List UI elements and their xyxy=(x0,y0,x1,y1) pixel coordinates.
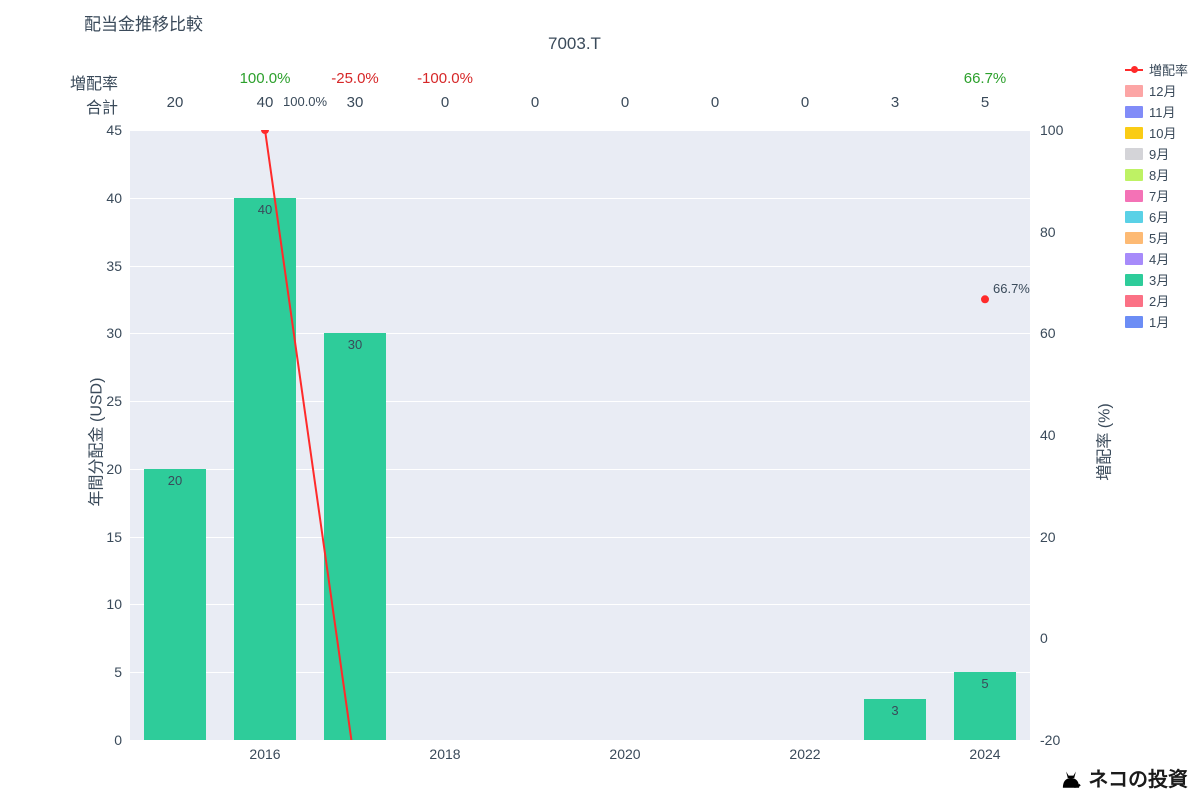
header-total-value: 0 xyxy=(801,94,809,111)
x-tick: 2022 xyxy=(789,746,820,762)
header-total-value: 0 xyxy=(711,94,719,111)
legend-item-month[interactable]: 10月 xyxy=(1125,123,1188,142)
legend-label: 9月 xyxy=(1149,144,1169,163)
header-rate-value: -25.0% xyxy=(331,70,379,87)
y1-tick: 25 xyxy=(88,393,122,409)
watermark: ネコの投資 xyxy=(1058,763,1188,792)
legend-label: 5月 xyxy=(1149,228,1169,247)
plot-area[interactable] xyxy=(130,130,1030,740)
header-total-value: 0 xyxy=(621,94,629,111)
header-total-value: 3 xyxy=(891,94,899,111)
legend-swatch-icon xyxy=(1125,169,1143,181)
header-total-value: 0 xyxy=(531,94,539,111)
legend-item-month[interactable]: 3月 xyxy=(1125,270,1188,289)
legend-swatch-line-icon xyxy=(1125,69,1143,71)
x-tick: 2018 xyxy=(429,746,460,762)
legend-label: 1月 xyxy=(1149,312,1169,331)
bar-label: 5 xyxy=(981,676,988,691)
legend-item-rate[interactable]: 増配率 xyxy=(1125,60,1188,79)
legend-item-month[interactable]: 1月 xyxy=(1125,312,1188,331)
y1-tick: 30 xyxy=(88,325,122,341)
y2-tick: 20 xyxy=(1040,529,1056,545)
header-rate-value: 100.0% xyxy=(240,70,291,87)
legend-label: 増配率 xyxy=(1149,60,1188,79)
y1-tick: 0 xyxy=(88,732,122,748)
header-total-label: 合計 xyxy=(58,94,118,118)
rate-point[interactable] xyxy=(351,761,359,769)
legend-label: 3月 xyxy=(1149,270,1169,289)
x-tick: 2020 xyxy=(609,746,640,762)
legend-label: 11月 xyxy=(1149,102,1176,121)
legend-swatch-icon xyxy=(1125,274,1143,286)
legend: 増配率 12月 11月 10月 9月 8月 7月 6月 5月 4月 3月 2月 1月 xyxy=(1125,60,1188,333)
legend-label: 10月 xyxy=(1149,123,1176,142)
legend-item-month[interactable]: 12月 xyxy=(1125,81,1188,100)
inline-rate-2016: 100.0% xyxy=(283,94,327,109)
legend-swatch-icon xyxy=(1125,127,1143,139)
legend-label: 4月 xyxy=(1149,249,1169,268)
y1-tick: 5 xyxy=(88,664,122,680)
chart-subtitle: 7003.T xyxy=(548,34,601,54)
y2-tick: 80 xyxy=(1040,224,1056,240)
y2-tick: 40 xyxy=(1040,427,1056,443)
legend-swatch-icon xyxy=(1125,295,1143,307)
legend-item-month[interactable]: 4月 xyxy=(1125,249,1188,268)
rate-scatter-label: 66.7% xyxy=(993,281,1030,296)
legend-item-month[interactable]: 2月 xyxy=(1125,291,1188,310)
legend-swatch-icon xyxy=(1125,232,1143,244)
legend-item-month[interactable]: 6月 xyxy=(1125,207,1188,226)
bar-label: 20 xyxy=(168,473,182,488)
legend-swatch-icon xyxy=(1125,190,1143,202)
header-total-value: 20 xyxy=(167,94,184,111)
bar-label: 30 xyxy=(348,337,362,352)
legend-swatch-icon xyxy=(1125,253,1143,265)
header-total-value: 40 xyxy=(257,94,274,111)
legend-label: 2月 xyxy=(1149,291,1169,310)
gridline xyxy=(130,130,1030,131)
header-rate-value: -100.0% xyxy=(417,70,473,87)
legend-label: 7月 xyxy=(1149,186,1169,205)
y2-tick: 0 xyxy=(1040,630,1048,646)
y1-tick: 45 xyxy=(88,122,122,138)
bar-label: 3 xyxy=(891,703,898,718)
legend-item-month[interactable]: 7月 xyxy=(1125,186,1188,205)
y1-tick: 35 xyxy=(88,258,122,274)
y1-tick: 40 xyxy=(88,190,122,206)
legend-label: 12月 xyxy=(1149,81,1176,100)
legend-swatch-icon xyxy=(1125,316,1143,328)
cat-icon xyxy=(1058,765,1084,791)
legend-swatch-icon xyxy=(1125,106,1143,118)
bar[interactable] xyxy=(324,333,385,740)
y1-tick: 15 xyxy=(88,529,122,545)
y2-tick: -20 xyxy=(1040,732,1060,748)
x-tick: 2016 xyxy=(249,746,280,762)
bar-label: 40 xyxy=(258,202,272,217)
legend-item-month[interactable]: 8月 xyxy=(1125,165,1188,184)
legend-label: 6月 xyxy=(1149,207,1169,226)
legend-item-month[interactable]: 5月 xyxy=(1125,228,1188,247)
legend-item-month[interactable]: 11月 xyxy=(1125,102,1188,121)
legend-label: 8月 xyxy=(1149,165,1169,184)
chart-title: 配当金推移比較 xyxy=(84,10,203,35)
legend-swatch-icon xyxy=(1125,148,1143,160)
legend-item-month[interactable]: 9月 xyxy=(1125,144,1188,163)
gridline xyxy=(130,740,1030,741)
legend-swatch-icon xyxy=(1125,85,1143,97)
header-total-value: 5 xyxy=(981,94,989,111)
y1-tick: 10 xyxy=(88,596,122,612)
y2-axis-label: 増配率 (%) xyxy=(1091,403,1115,480)
y1-tick: 20 xyxy=(88,461,122,477)
header-total-value: 30 xyxy=(347,94,364,111)
legend-swatch-icon xyxy=(1125,211,1143,223)
watermark-text: ネコの投資 xyxy=(1088,763,1188,792)
header-rate-value: 66.7% xyxy=(964,70,1007,87)
header-rate-label: 増配率 xyxy=(58,70,118,94)
x-tick: 2024 xyxy=(969,746,1000,762)
bar[interactable] xyxy=(144,469,205,740)
y2-tick: 60 xyxy=(1040,325,1056,341)
header-total-value: 0 xyxy=(441,94,449,111)
y2-tick: 100 xyxy=(1040,122,1063,138)
bar[interactable] xyxy=(234,198,295,740)
